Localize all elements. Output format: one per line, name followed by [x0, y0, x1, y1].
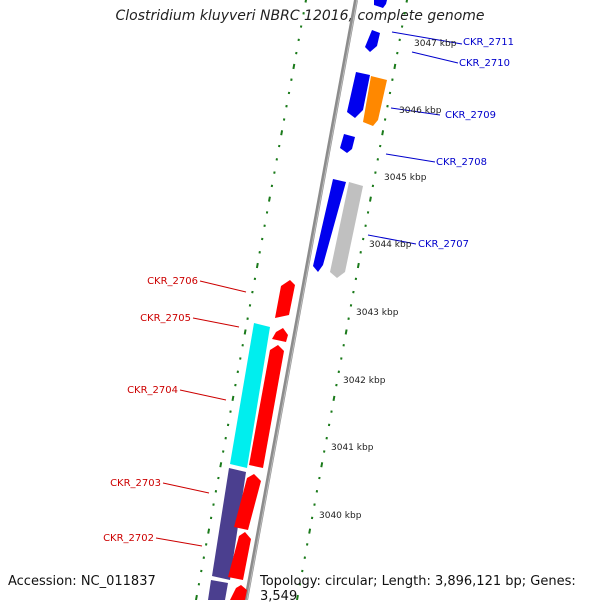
- plus-track-tick: [370, 197, 371, 202]
- gene-label-ckr-2702[interactable]: CKR_2702: [103, 533, 154, 544]
- kbp-label-3041: 3041 kbp: [331, 443, 374, 453]
- minus-track-tick: [245, 330, 246, 335]
- plus-track-tick: [321, 462, 322, 467]
- plus-track-tick: [309, 529, 310, 534]
- plus-track-tick: [394, 64, 395, 69]
- minus-track-tick: [306, 0, 307, 3]
- plus-track-tick: [358, 263, 359, 268]
- gene-ckr-2711[interactable]: [365, 30, 380, 52]
- gene-label-ckr-2705[interactable]: CKR_2705: [140, 313, 191, 324]
- kbp-label-3042: 3042 kbp: [343, 376, 386, 386]
- plus-track-tick: [382, 130, 383, 135]
- gene-ckr-2701[interactable]: [230, 585, 247, 600]
- gene-label-ckr-2711[interactable]: CKR_2711: [463, 37, 514, 48]
- plus-track-tick: [346, 330, 347, 335]
- gene-label-ckr-2709[interactable]: CKR_2709: [445, 110, 496, 121]
- plus-track-tick: [334, 396, 335, 401]
- gene-label-ckr-2708[interactable]: CKR_2708: [436, 157, 487, 168]
- kbp-label-3046: 3046 kbp: [399, 106, 442, 116]
- minus-track-tick: [196, 595, 197, 600]
- gene-label-ckr-2710[interactable]: CKR_2710: [459, 58, 510, 69]
- minus-track-tick: [269, 197, 270, 202]
- gene-ckr-2705[interactable]: [272, 328, 288, 342]
- minus-track-tick: [233, 396, 234, 401]
- minus-track-tick: [257, 263, 258, 268]
- minus-track-tick: [220, 462, 221, 467]
- gene-label-ckr-2704[interactable]: CKR_2704: [127, 385, 178, 396]
- gene-ckr-2706[interactable]: [275, 280, 295, 318]
- minus-track-tick: [281, 130, 282, 135]
- gene-ckr-2701-navy[interactable]: [208, 580, 228, 600]
- gene-label-ckr-2707[interactable]: CKR_2707: [418, 239, 469, 250]
- backbone-line: [246, 0, 356, 600]
- plus-leader-lines: [368, 32, 462, 244]
- kbp-label-3044: 3044 kbp: [369, 240, 412, 250]
- accession-text: Accession: NC_011837: [8, 574, 156, 589]
- plus-track-tick: [407, 0, 408, 3]
- gene-label-ckr-2706[interactable]: CKR_2706: [147, 276, 198, 287]
- minus-track-tick: [208, 529, 209, 534]
- minus-track-tick: [293, 64, 294, 69]
- kbp-label-3040: 3040 kbp: [319, 511, 362, 521]
- kbp-label-3045: 3045 kbp: [384, 173, 427, 183]
- backbone-line-highlight: [247, 0, 357, 600]
- gene-ckr-2708[interactable]: [340, 134, 355, 153]
- kbp-label-3043: 3043 kbp: [356, 308, 399, 318]
- gene-ckr-2712[interactable]: [374, 0, 387, 8]
- gene-label-ckr-2703[interactable]: CKR_2703: [110, 478, 161, 489]
- kbp-label-3047: 3047 kbp: [414, 39, 457, 49]
